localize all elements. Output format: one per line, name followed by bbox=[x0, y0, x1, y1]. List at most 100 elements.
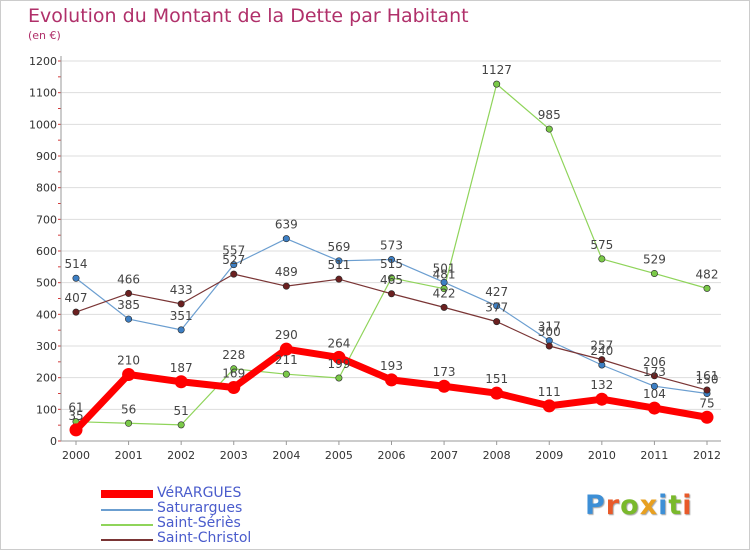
data-label-saint-christol: 257 bbox=[590, 339, 613, 353]
x-tick-label: 2010 bbox=[588, 449, 616, 462]
legend-swatch-saint-s-ri-s bbox=[101, 524, 153, 526]
data-point-saint-christol bbox=[335, 275, 343, 283]
data-point-saint-christol bbox=[703, 386, 711, 394]
data-point-saturargues bbox=[440, 278, 448, 286]
data-point-saint-christol bbox=[177, 300, 185, 308]
data-point-saint-christol bbox=[387, 290, 395, 298]
y-tick-label: 0 bbox=[50, 435, 57, 448]
data-label-saturargues: 569 bbox=[327, 240, 350, 254]
chart-subtitle: (en €) bbox=[28, 29, 61, 42]
data-point-saint-s-ri-s bbox=[387, 274, 395, 282]
data-point-saint-s-ri-s bbox=[650, 269, 658, 277]
data-label-saint-s-ri-s: 515 bbox=[380, 257, 403, 271]
data-point-saturargues bbox=[493, 302, 501, 310]
x-tick-label: 2000 bbox=[62, 449, 90, 462]
data-label-saturargues: 240 bbox=[590, 344, 613, 358]
data-point-saturargues bbox=[177, 326, 185, 334]
data-point-saint-s-ri-s bbox=[282, 370, 290, 378]
data-label-v-rargues: 111 bbox=[538, 385, 561, 399]
data-point-saint-christol bbox=[282, 282, 290, 290]
data-label-saint-christol: 489 bbox=[275, 265, 298, 279]
legend-swatch-v-rargues bbox=[101, 490, 153, 498]
data-point-saturargues bbox=[387, 256, 395, 264]
y-tick-label: 800 bbox=[36, 182, 57, 195]
legend-label-v-rargues: VéRARGUES bbox=[157, 485, 242, 501]
data-point-saint-christol bbox=[650, 372, 658, 380]
data-label-v-rargues: 75 bbox=[699, 396, 714, 410]
data-label-saturargues: 639 bbox=[275, 218, 298, 232]
y-tick-label: 700 bbox=[36, 213, 57, 226]
data-point-v-rargues bbox=[595, 392, 609, 406]
x-tick-label: 2002 bbox=[167, 449, 195, 462]
data-point-v-rargues bbox=[69, 423, 83, 437]
data-point-saint-christol bbox=[125, 289, 133, 297]
legend-swatch-saturargues bbox=[101, 509, 153, 511]
legend-label-saint-christol: Saint-Christol bbox=[157, 530, 252, 546]
y-tick-label: 300 bbox=[36, 340, 57, 353]
data-label-saint-christol: 465 bbox=[380, 273, 403, 287]
data-point-saint-christol bbox=[598, 356, 606, 364]
data-point-v-rargues bbox=[542, 399, 556, 413]
data-label-saint-s-ri-s: 575 bbox=[590, 238, 613, 252]
data-label-saint-christol: 466 bbox=[117, 272, 140, 286]
x-tick-label: 2011 bbox=[640, 449, 668, 462]
data-label-saturargues: 514 bbox=[65, 257, 88, 271]
data-point-v-rargues bbox=[122, 368, 136, 381]
data-point-saturargues bbox=[230, 261, 238, 269]
data-point-saint-s-ri-s bbox=[177, 421, 185, 429]
data-label-saint-s-ri-s: 51 bbox=[174, 404, 189, 418]
x-tick-label: 2012 bbox=[693, 449, 721, 462]
data-label-saint-christol: 433 bbox=[170, 283, 193, 297]
data-point-saturargues bbox=[335, 257, 343, 265]
data-point-saturargues bbox=[282, 235, 290, 243]
data-point-v-rargues bbox=[490, 386, 504, 400]
data-label-saint-s-ri-s: 56 bbox=[121, 402, 136, 416]
data-point-v-rargues bbox=[437, 379, 451, 393]
data-label-saint-s-ri-s: 482 bbox=[696, 267, 719, 281]
data-label-v-rargues: 35 bbox=[68, 409, 83, 423]
x-tick-label: 2005 bbox=[325, 449, 353, 462]
data-point-v-rargues bbox=[332, 350, 346, 364]
x-tick-label: 2001 bbox=[115, 449, 143, 462]
x-tick-label: 2003 bbox=[220, 449, 248, 462]
data-label-v-rargues: 104 bbox=[643, 387, 666, 401]
data-point-saint-s-ri-s bbox=[125, 419, 133, 427]
data-label-v-rargues: 151 bbox=[485, 372, 508, 386]
data-point-v-rargues bbox=[385, 373, 398, 387]
data-label-saint-s-ri-s: 985 bbox=[538, 108, 561, 122]
data-point-saturargues bbox=[72, 274, 80, 282]
data-label-saint-christol: 206 bbox=[643, 355, 666, 369]
data-label-v-rargues: 132 bbox=[590, 378, 613, 392]
y-tick-label: 200 bbox=[36, 372, 57, 385]
x-tick-label: 2004 bbox=[272, 449, 300, 462]
data-point-saint-s-ri-s bbox=[493, 80, 501, 88]
data-label-v-rargues: 193 bbox=[380, 359, 403, 373]
data-label-v-rargues: 210 bbox=[117, 354, 140, 368]
data-label-saint-s-ri-s: 481 bbox=[433, 268, 456, 282]
y-tick-label: 1000 bbox=[29, 118, 57, 131]
data-label-v-rargues: 173 bbox=[433, 365, 456, 379]
data-point-saturargues bbox=[125, 315, 133, 323]
data-point-saint-s-ri-s bbox=[230, 365, 238, 373]
data-point-v-rargues bbox=[174, 375, 188, 389]
data-label-v-rargues: 290 bbox=[275, 328, 298, 342]
data-label-saturargues: 351 bbox=[170, 309, 193, 323]
data-label-saint-christol: 407 bbox=[65, 291, 88, 305]
data-point-v-rargues bbox=[227, 380, 241, 394]
data-point-saint-christol bbox=[440, 303, 448, 311]
x-tick-label: 2007 bbox=[430, 449, 458, 462]
data-label-v-rargues: 187 bbox=[170, 361, 193, 375]
y-tick-label: 900 bbox=[36, 150, 57, 163]
data-label-saint-s-ri-s: 199 bbox=[327, 357, 350, 371]
data-point-saint-s-ri-s bbox=[335, 374, 343, 382]
x-tick-label: 2008 bbox=[483, 449, 511, 462]
data-point-saint-christol bbox=[545, 342, 553, 350]
legend-swatch-saint-christol bbox=[101, 539, 153, 541]
data-label-saint-christol: 161 bbox=[696, 369, 719, 383]
x-tick-label: 2006 bbox=[378, 449, 406, 462]
proxiti-logo: Proxiti bbox=[585, 490, 693, 521]
data-label-saturargues: 385 bbox=[117, 298, 140, 312]
data-label-saturargues: 317 bbox=[538, 320, 561, 334]
